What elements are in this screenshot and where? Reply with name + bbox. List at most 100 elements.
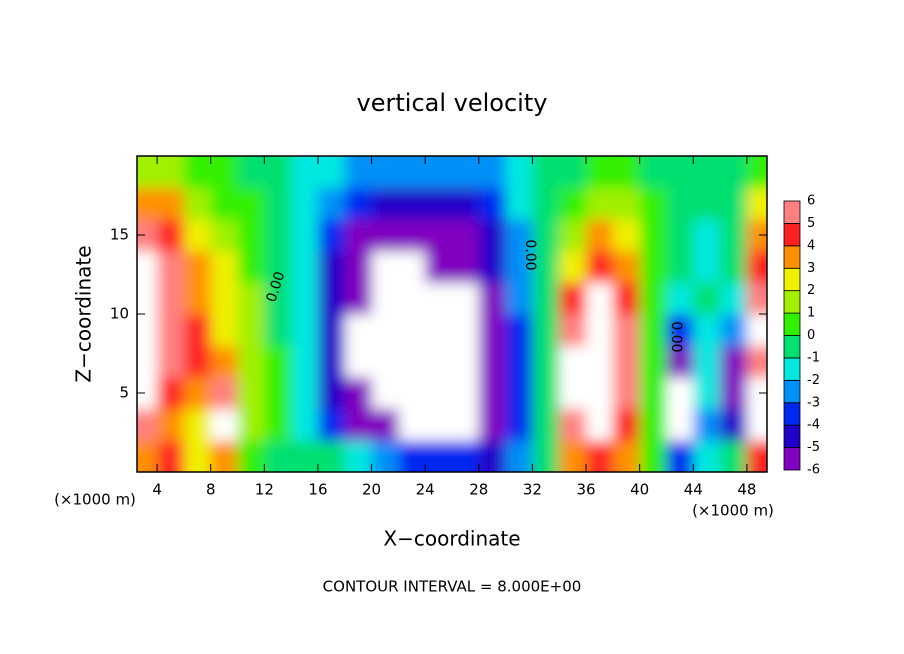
colorbar-label: 1 (807, 306, 815, 321)
field-cell (137, 282, 158, 315)
field-cell (317, 282, 346, 315)
field-cell (478, 282, 507, 315)
field-cell (344, 377, 373, 410)
colorbar-label: 4 (807, 238, 815, 253)
field-cell (137, 250, 158, 283)
field-cell (639, 219, 667, 252)
field-cell (505, 156, 533, 189)
field-cell (237, 156, 265, 189)
field-cell (183, 408, 212, 441)
field-cell (693, 377, 721, 410)
y-axis-label: Z−coordinate (72, 245, 96, 382)
x-tick-label: 8 (206, 481, 216, 499)
field-cell (157, 377, 185, 410)
field-cell (291, 440, 319, 472)
field-cell (237, 250, 265, 283)
field-cell (371, 156, 399, 189)
field-cell (264, 187, 292, 220)
footer: CONTOUR INTERVAL = 8.000E+00 (323, 578, 582, 596)
field-cell (720, 408, 748, 441)
field-cell (344, 282, 373, 315)
field-cell (183, 282, 212, 315)
field-cell (237, 345, 265, 378)
field-cell (157, 440, 185, 472)
field-cell (210, 282, 239, 315)
x-tick-label: 16 (308, 481, 327, 499)
field-cell (720, 250, 748, 283)
field-cell (452, 282, 480, 315)
field-cell (693, 440, 721, 472)
field-cell (532, 219, 560, 252)
field-cell (344, 440, 373, 472)
field-cell (137, 408, 158, 441)
field-cell (398, 282, 426, 315)
field-cell (612, 345, 641, 378)
field-cell (612, 187, 641, 220)
field-cell (639, 345, 667, 378)
field-cell (137, 314, 158, 347)
field-cell (317, 345, 346, 378)
field-cell (693, 250, 721, 283)
field-cell (612, 282, 641, 315)
colorbar-segment (783, 267, 801, 292)
field-cell (291, 282, 319, 315)
field-cell (371, 314, 399, 347)
field-cell (693, 408, 721, 441)
field-cell (344, 187, 373, 220)
field-cell (237, 187, 265, 220)
field-cell (157, 187, 185, 220)
field-cell (505, 408, 533, 441)
x-tick-label: 44 (684, 481, 703, 499)
field-cell (532, 282, 560, 315)
field-cell (137, 219, 158, 252)
field-cell (210, 408, 239, 441)
field-cell (398, 156, 426, 189)
field-cell (586, 345, 614, 378)
colorbar-label: -4 (807, 418, 820, 433)
field-cell (532, 408, 560, 441)
field-cell (210, 440, 239, 472)
field-cell (317, 377, 346, 410)
field-cell (157, 282, 185, 315)
field-cell (559, 345, 587, 378)
chart-title: vertical velocity (357, 89, 548, 117)
field-cell (612, 156, 641, 189)
field-cell (666, 250, 694, 283)
field-cell (505, 440, 533, 472)
x-tick-label: 20 (362, 481, 381, 499)
y-tick-label: 10 (110, 305, 129, 323)
field-cell (452, 187, 480, 220)
field-cell (210, 314, 239, 347)
field-cell (612, 314, 641, 347)
field-cell (183, 250, 212, 283)
field-cell (317, 187, 346, 220)
field-cell (398, 408, 426, 441)
field-cell (720, 440, 748, 472)
field-cell (137, 377, 158, 410)
field-cell (425, 345, 453, 378)
field-cell (746, 156, 767, 189)
field-cell (317, 314, 346, 347)
field-cell (746, 250, 767, 283)
field-cell (720, 187, 748, 220)
field-cell (371, 440, 399, 472)
field-cell (452, 250, 480, 283)
field-cell (210, 377, 239, 410)
field-cell (666, 377, 694, 410)
colorbar-segment (783, 447, 801, 471)
x-tick-label: 40 (630, 481, 649, 499)
field-cell (478, 377, 507, 410)
field-cell (291, 408, 319, 441)
field-cell (398, 187, 426, 220)
field-cell (586, 377, 614, 410)
field-cell (693, 219, 721, 252)
field-cell (532, 187, 560, 220)
field-cell (425, 219, 453, 252)
field-cell (612, 250, 641, 283)
field-cell (183, 187, 212, 220)
field-cell (317, 156, 346, 189)
field-cell (371, 187, 399, 220)
field-cell (746, 408, 767, 441)
field-cell (666, 408, 694, 441)
colorbar-label: 0 (807, 328, 815, 343)
